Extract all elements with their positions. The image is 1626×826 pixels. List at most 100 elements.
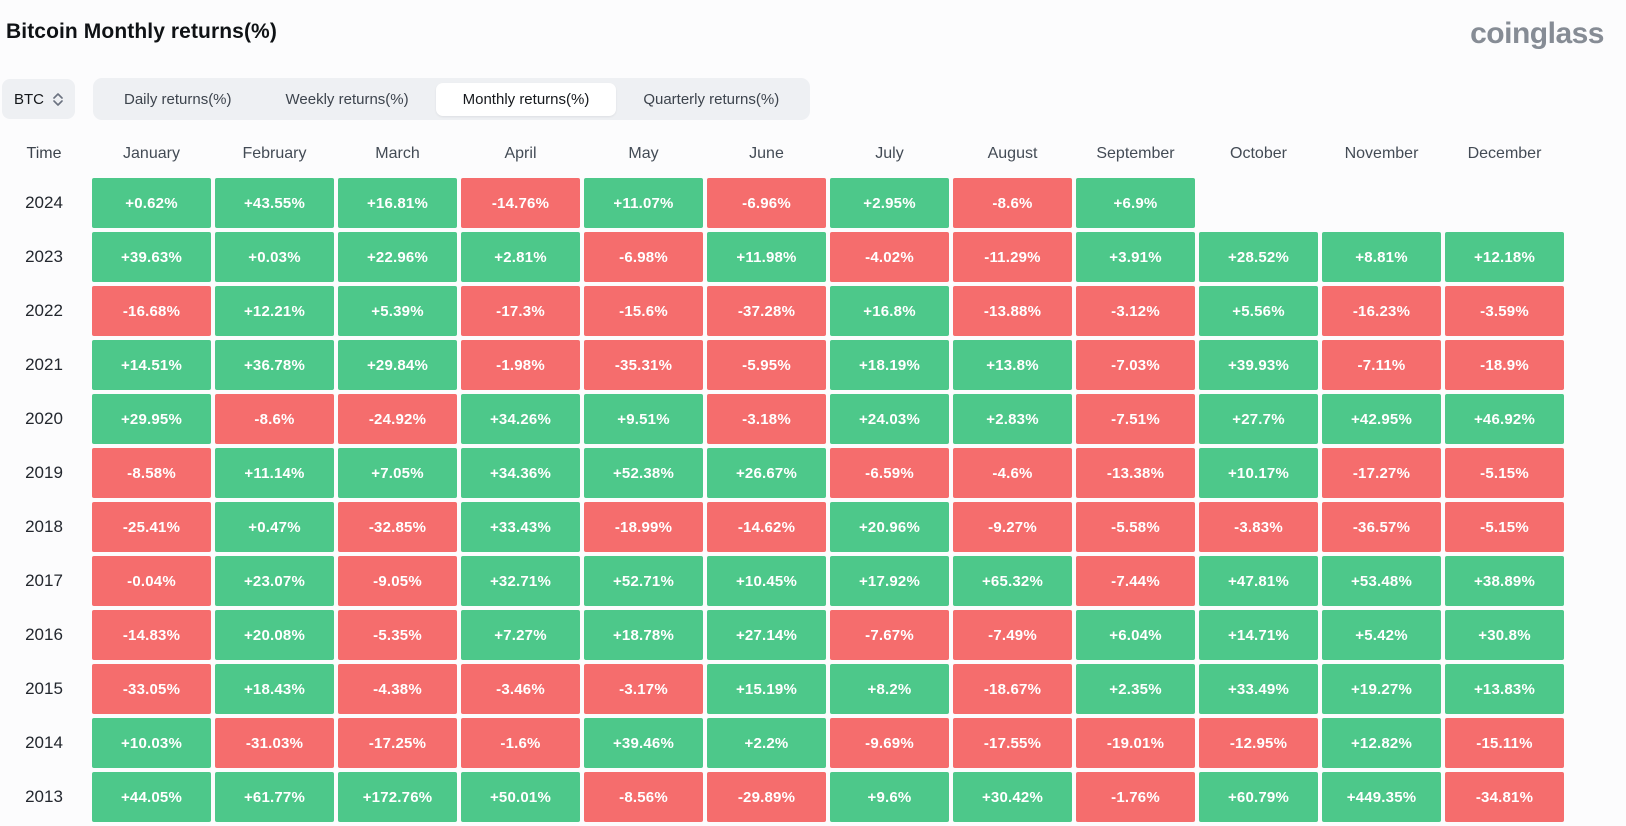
return-cell-2015-august: -18.67%	[953, 664, 1072, 714]
tab-quarterly-returns[interactable]: Quarterly returns(%)	[643, 90, 780, 108]
return-cell-2022-october: +5.56%	[1199, 286, 1318, 336]
return-cell-2019-february: +11.14%	[215, 448, 334, 498]
return-cell-2016-september: +6.04%	[1076, 610, 1195, 660]
coin-selector[interactable]: BTC	[2, 79, 75, 119]
return-cell-2021-june: -5.95%	[707, 340, 826, 390]
return-cell-2019-january: -8.58%	[92, 448, 211, 498]
column-header-april: April	[504, 145, 537, 162]
return-cell-2020-september: -7.51%	[1076, 394, 1195, 444]
return-cell-2024-june: -6.96%	[707, 178, 826, 228]
return-cell-2016-march: -5.35%	[338, 610, 457, 660]
return-cell-2020-november: +42.95%	[1322, 394, 1441, 444]
return-cell-2020-july: +24.03%	[830, 394, 949, 444]
return-cell-2014-august: -17.55%	[953, 718, 1072, 768]
return-cell-2013-may: -8.56%	[584, 772, 703, 822]
return-cell-2019-august: -4.6%	[953, 448, 1072, 498]
return-cell-2022-august: -13.88%	[953, 286, 1072, 336]
chevron-updown-icon	[53, 92, 63, 106]
return-cell-2014-december: -15.11%	[1445, 718, 1564, 768]
return-cell-2018-november: -36.57%	[1322, 502, 1441, 552]
return-cell-2013-march: +172.76%	[338, 772, 457, 822]
tab-daily-returns[interactable]: Daily returns(%)	[124, 90, 232, 108]
return-cell-2014-june: +2.2%	[707, 718, 826, 768]
return-cell-2014-july: -9.69%	[830, 718, 949, 768]
table-row-2019: 2019 -8.58% +11.14% +7.05% +34.36% +52.38% +26…	[0, 448, 1564, 498]
return-cell-2022-may: -15.6%	[584, 286, 703, 336]
return-cell-2016-december: +30.8%	[1445, 610, 1564, 660]
year-label-2018: 2018	[25, 517, 63, 536]
return-cell-2021-september: -7.03%	[1076, 340, 1195, 390]
top-bar: Bitcoin Monthly returns(%) coinglass	[0, 0, 1626, 62]
column-header-march: March	[375, 145, 420, 162]
return-cell-2014-october: -12.95%	[1199, 718, 1318, 768]
return-cell-2023-july: -4.02%	[830, 232, 949, 282]
tab-weekly-returns[interactable]: Weekly returns(%)	[285, 90, 409, 108]
return-cell-2013-october: +60.79%	[1199, 772, 1318, 822]
return-cell-2021-may: -35.31%	[584, 340, 703, 390]
return-cell-2015-july: +8.2%	[830, 664, 949, 714]
return-cell-2020-february: -8.6%	[215, 394, 334, 444]
table-row-2015: 2015 -33.05% +18.43% -4.38% -3.46% -3.17% +15.…	[0, 664, 1564, 714]
return-cell-2015-november: +19.27%	[1322, 664, 1441, 714]
return-cell-2022-september: -3.12%	[1076, 286, 1195, 336]
return-cell-2018-june: -14.62%	[707, 502, 826, 552]
return-cell-2015-january: -33.05%	[92, 664, 211, 714]
column-header-february: February	[242, 145, 307, 162]
table-header-row: Time January February March April May June July…	[0, 130, 1564, 178]
tab-monthly-returns[interactable]: Monthly returns(%)	[435, 82, 617, 116]
return-cell-2018-march: -32.85%	[338, 502, 457, 552]
return-cell-2013-june: -29.89%	[707, 772, 826, 822]
returns-table: Time January February March April May June July…	[0, 130, 1564, 826]
return-cell-2024-december	[1445, 178, 1564, 228]
return-cell-2021-august: +13.8%	[953, 340, 1072, 390]
year-label-2015: 2015	[25, 679, 63, 698]
return-cell-2016-june: +27.14%	[707, 610, 826, 660]
return-cell-2020-june: -3.18%	[707, 394, 826, 444]
return-cell-2013-december: -34.81%	[1445, 772, 1564, 822]
return-cell-2020-april: +34.26%	[461, 394, 580, 444]
return-cell-2024-april: -14.76%	[461, 178, 580, 228]
return-cell-2023-april: +2.81%	[461, 232, 580, 282]
return-cell-2024-july: +2.95%	[830, 178, 949, 228]
return-cell-2024-november	[1322, 178, 1441, 228]
return-cell-2019-july: -6.59%	[830, 448, 949, 498]
return-cell-2024-january: +0.62%	[92, 178, 211, 228]
return-cell-2014-may: +39.46%	[584, 718, 703, 768]
table-row-2017: 2017 -0.04% +23.07% -9.05% +32.71% +52.71% +10…	[0, 556, 1564, 606]
return-cell-2014-february: -31.03%	[215, 718, 334, 768]
table-row-2016: 2016 -14.83% +20.08% -5.35% +7.27% +18.78% +27…	[0, 610, 1564, 660]
column-header-july: July	[875, 145, 904, 162]
column-header-november: November	[1344, 145, 1419, 162]
column-header-december: December	[1467, 145, 1542, 162]
table-row-2020: 2020 +29.95% -8.6% -24.92% +34.26% +9.51% -3.1…	[0, 394, 1564, 444]
column-header-january: January	[123, 145, 180, 162]
table-row-2021: 2021 +14.51% +36.78% +29.84% -1.98% -35.31% -5…	[0, 340, 1564, 390]
return-cell-2014-march: -17.25%	[338, 718, 457, 768]
return-cell-2017-july: +17.92%	[830, 556, 949, 606]
return-cell-2019-june: +26.67%	[707, 448, 826, 498]
year-label-2022: 2022	[25, 301, 63, 320]
return-cell-2020-august: +2.83%	[953, 394, 1072, 444]
return-cell-2016-july: -7.67%	[830, 610, 949, 660]
return-cell-2014-january: +10.03%	[92, 718, 211, 768]
coinglass-logo: coinglass	[1470, 17, 1604, 50]
return-cell-2015-september: +2.35%	[1076, 664, 1195, 714]
return-cell-2019-october: +10.17%	[1199, 448, 1318, 498]
return-cell-2017-april: +32.71%	[461, 556, 580, 606]
return-cell-2019-september: -13.38%	[1076, 448, 1195, 498]
table-row-2022: 2022 -16.68% +12.21% +5.39% -17.3% -15.6% -37.…	[0, 286, 1564, 336]
return-cell-2014-april: -1.6%	[461, 718, 580, 768]
return-cell-2018-december: -5.15%	[1445, 502, 1564, 552]
table-row-2023: 2023 +39.63% +0.03% +22.96% +2.81% -6.98% +11.…	[0, 232, 1564, 282]
return-cell-2018-january: -25.41%	[92, 502, 211, 552]
return-cell-2019-april: +34.36%	[461, 448, 580, 498]
return-cell-2018-october: -3.83%	[1199, 502, 1318, 552]
year-label-2017: 2017	[25, 571, 63, 590]
year-label-2014: 2014	[25, 733, 63, 752]
return-cell-2013-july: +9.6%	[830, 772, 949, 822]
return-cell-2023-september: +3.91%	[1076, 232, 1195, 282]
page-title: Bitcoin Monthly returns(%)	[6, 20, 277, 43]
return-cell-2019-may: +52.38%	[584, 448, 703, 498]
return-cell-2022-february: +12.21%	[215, 286, 334, 336]
return-cell-2019-november: -17.27%	[1322, 448, 1441, 498]
